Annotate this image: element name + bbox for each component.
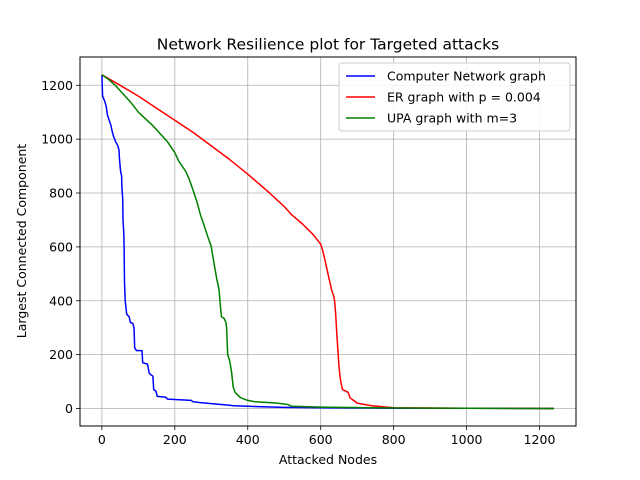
legend: Computer Network graph ER graph with p = …	[338, 62, 571, 132]
x-tick-label: 0	[98, 432, 106, 447]
y-axis-label: Largest Connected Component	[14, 144, 29, 339]
plot-frame	[79, 56, 577, 427]
x-axis-label: Attacked Nodes	[279, 452, 377, 467]
chart-title: Network Resilience plot for Targeted att…	[157, 36, 499, 54]
legend-label-1: Computer Network graph	[387, 69, 546, 84]
series-line-1	[101, 74, 554, 410]
x-tick-label: 1200	[524, 432, 556, 447]
y-tick-label: 200	[49, 347, 73, 362]
series-line-2	[101, 74, 554, 410]
y-tick-label: 0	[65, 401, 73, 416]
legend-label-3: UPA graph with m=3	[387, 111, 517, 126]
series-lines	[101, 74, 554, 410]
legend-box	[338, 62, 571, 132]
x-tick-label: 400	[236, 432, 260, 447]
x-tick-label: 600	[309, 432, 333, 447]
x-tick-label: 1000	[451, 432, 483, 447]
y-axis-ticks: 0 200 400 600 800 1000 1200	[41, 78, 80, 416]
x-tick-label: 200	[163, 432, 187, 447]
y-tick-label: 1200	[41, 78, 73, 93]
x-axis-ticks: 0 200 400 600 800 1000 1200	[98, 426, 556, 447]
legend-label-2: ER graph with p = 0.004	[387, 90, 541, 105]
y-tick-label: 800	[49, 186, 73, 201]
y-tick-label: 400	[49, 293, 73, 308]
series-line-3	[101, 74, 554, 410]
y-tick-label: 600	[49, 239, 73, 254]
y-tick-label: 1000	[41, 132, 73, 147]
x-tick-label: 800	[382, 432, 406, 447]
